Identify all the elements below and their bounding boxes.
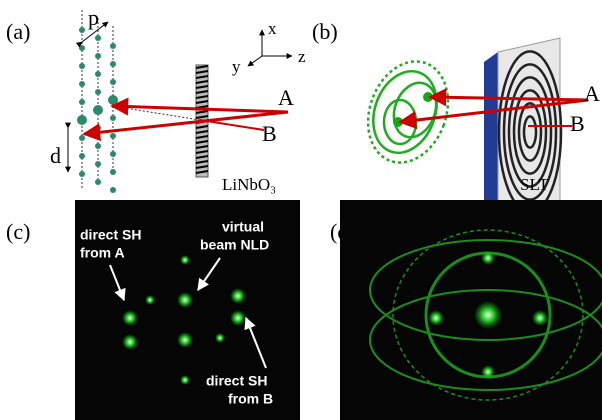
dot: [79, 153, 85, 159]
axis-label: y: [232, 57, 241, 76]
sh-spot: [122, 310, 138, 326]
ring: [507, 76, 553, 188]
grating-line: [195, 125, 209, 129]
ring: [517, 102, 543, 162]
dot: [79, 45, 85, 51]
sh-spot: [230, 310, 246, 326]
panel-d: (d): [330, 200, 602, 420]
dot: [77, 115, 87, 125]
grating-line: [195, 170, 209, 174]
grating-line: [195, 160, 209, 164]
annotation: virtual: [222, 219, 264, 235]
dot: [110, 133, 116, 139]
annotation: from A: [80, 245, 125, 261]
panel-label: (c): [6, 219, 30, 244]
dot: [110, 115, 116, 121]
annotation: direct SH: [80, 227, 141, 243]
grating-line: [195, 135, 209, 139]
dot: [95, 143, 101, 149]
grating-line: [195, 70, 209, 74]
dot: [110, 79, 116, 85]
sh-spot: [180, 375, 190, 385]
dot: [95, 53, 101, 59]
panel-c: (c) direct SH from A virtual beam NLD di…: [6, 200, 300, 420]
dot: [79, 135, 85, 141]
ring: [522, 115, 538, 149]
dot: [108, 95, 118, 105]
dot: [79, 27, 85, 33]
dot: [110, 187, 116, 193]
grating-line: [195, 145, 209, 149]
grating-line: [195, 110, 209, 114]
beam-label: A: [278, 85, 294, 110]
ring: [512, 89, 548, 175]
beam-label: B: [570, 111, 585, 136]
grating-line: [195, 130, 209, 134]
grating-line: [195, 165, 209, 169]
panel-b: (b) A B SLT: [312, 19, 600, 238]
sh-spot: [180, 255, 190, 265]
dot: [110, 151, 116, 157]
ring: [502, 63, 558, 201]
sh-spot: [230, 288, 246, 304]
dot: [110, 61, 116, 67]
panel-a: (a) p d x y z A B LiNbO₃: [6, 5, 306, 194]
sh-spot: [145, 295, 155, 305]
pitch-label: p: [88, 5, 99, 30]
axis-label: x: [268, 19, 277, 38]
panel-label: (b): [312, 19, 338, 44]
dot: [95, 71, 101, 77]
sh-spot: [215, 333, 225, 343]
beam-label: B: [262, 121, 277, 146]
sh-spot: [177, 332, 193, 348]
sh-spot: [177, 292, 193, 308]
dot: [79, 171, 85, 177]
grating-line: [195, 100, 209, 104]
dot: [95, 179, 101, 185]
annotation: from B: [228, 391, 273, 407]
dot: [95, 35, 101, 41]
dot: [95, 89, 101, 95]
crystal-label: SLT: [520, 175, 549, 194]
dot: [95, 125, 101, 131]
grating-line: [195, 75, 209, 79]
dot: [93, 105, 103, 115]
crystal-label: LiNbO₃: [222, 175, 276, 194]
grating-line: [195, 90, 209, 94]
grating-line: [195, 65, 209, 69]
dot: [110, 169, 116, 175]
panel-label: (a): [6, 19, 30, 44]
grating-line: [195, 95, 209, 99]
beam-label: A: [584, 81, 600, 106]
grating-line: [195, 80, 209, 84]
dot: [79, 63, 85, 69]
grating-line: [195, 85, 209, 89]
sh-spot: [122, 334, 138, 350]
annotation: beam NLD: [200, 237, 269, 253]
dot: [110, 43, 116, 49]
dot: [79, 99, 85, 105]
grating-line: [195, 155, 209, 159]
spacing-label: d: [50, 143, 61, 168]
annotation: direct SH: [206, 373, 267, 389]
dot: [95, 161, 101, 167]
grating-line: [195, 115, 209, 119]
dot: [79, 81, 85, 87]
grating-line: [195, 150, 209, 154]
grating-line: [195, 140, 209, 144]
axis-label: z: [298, 47, 306, 66]
